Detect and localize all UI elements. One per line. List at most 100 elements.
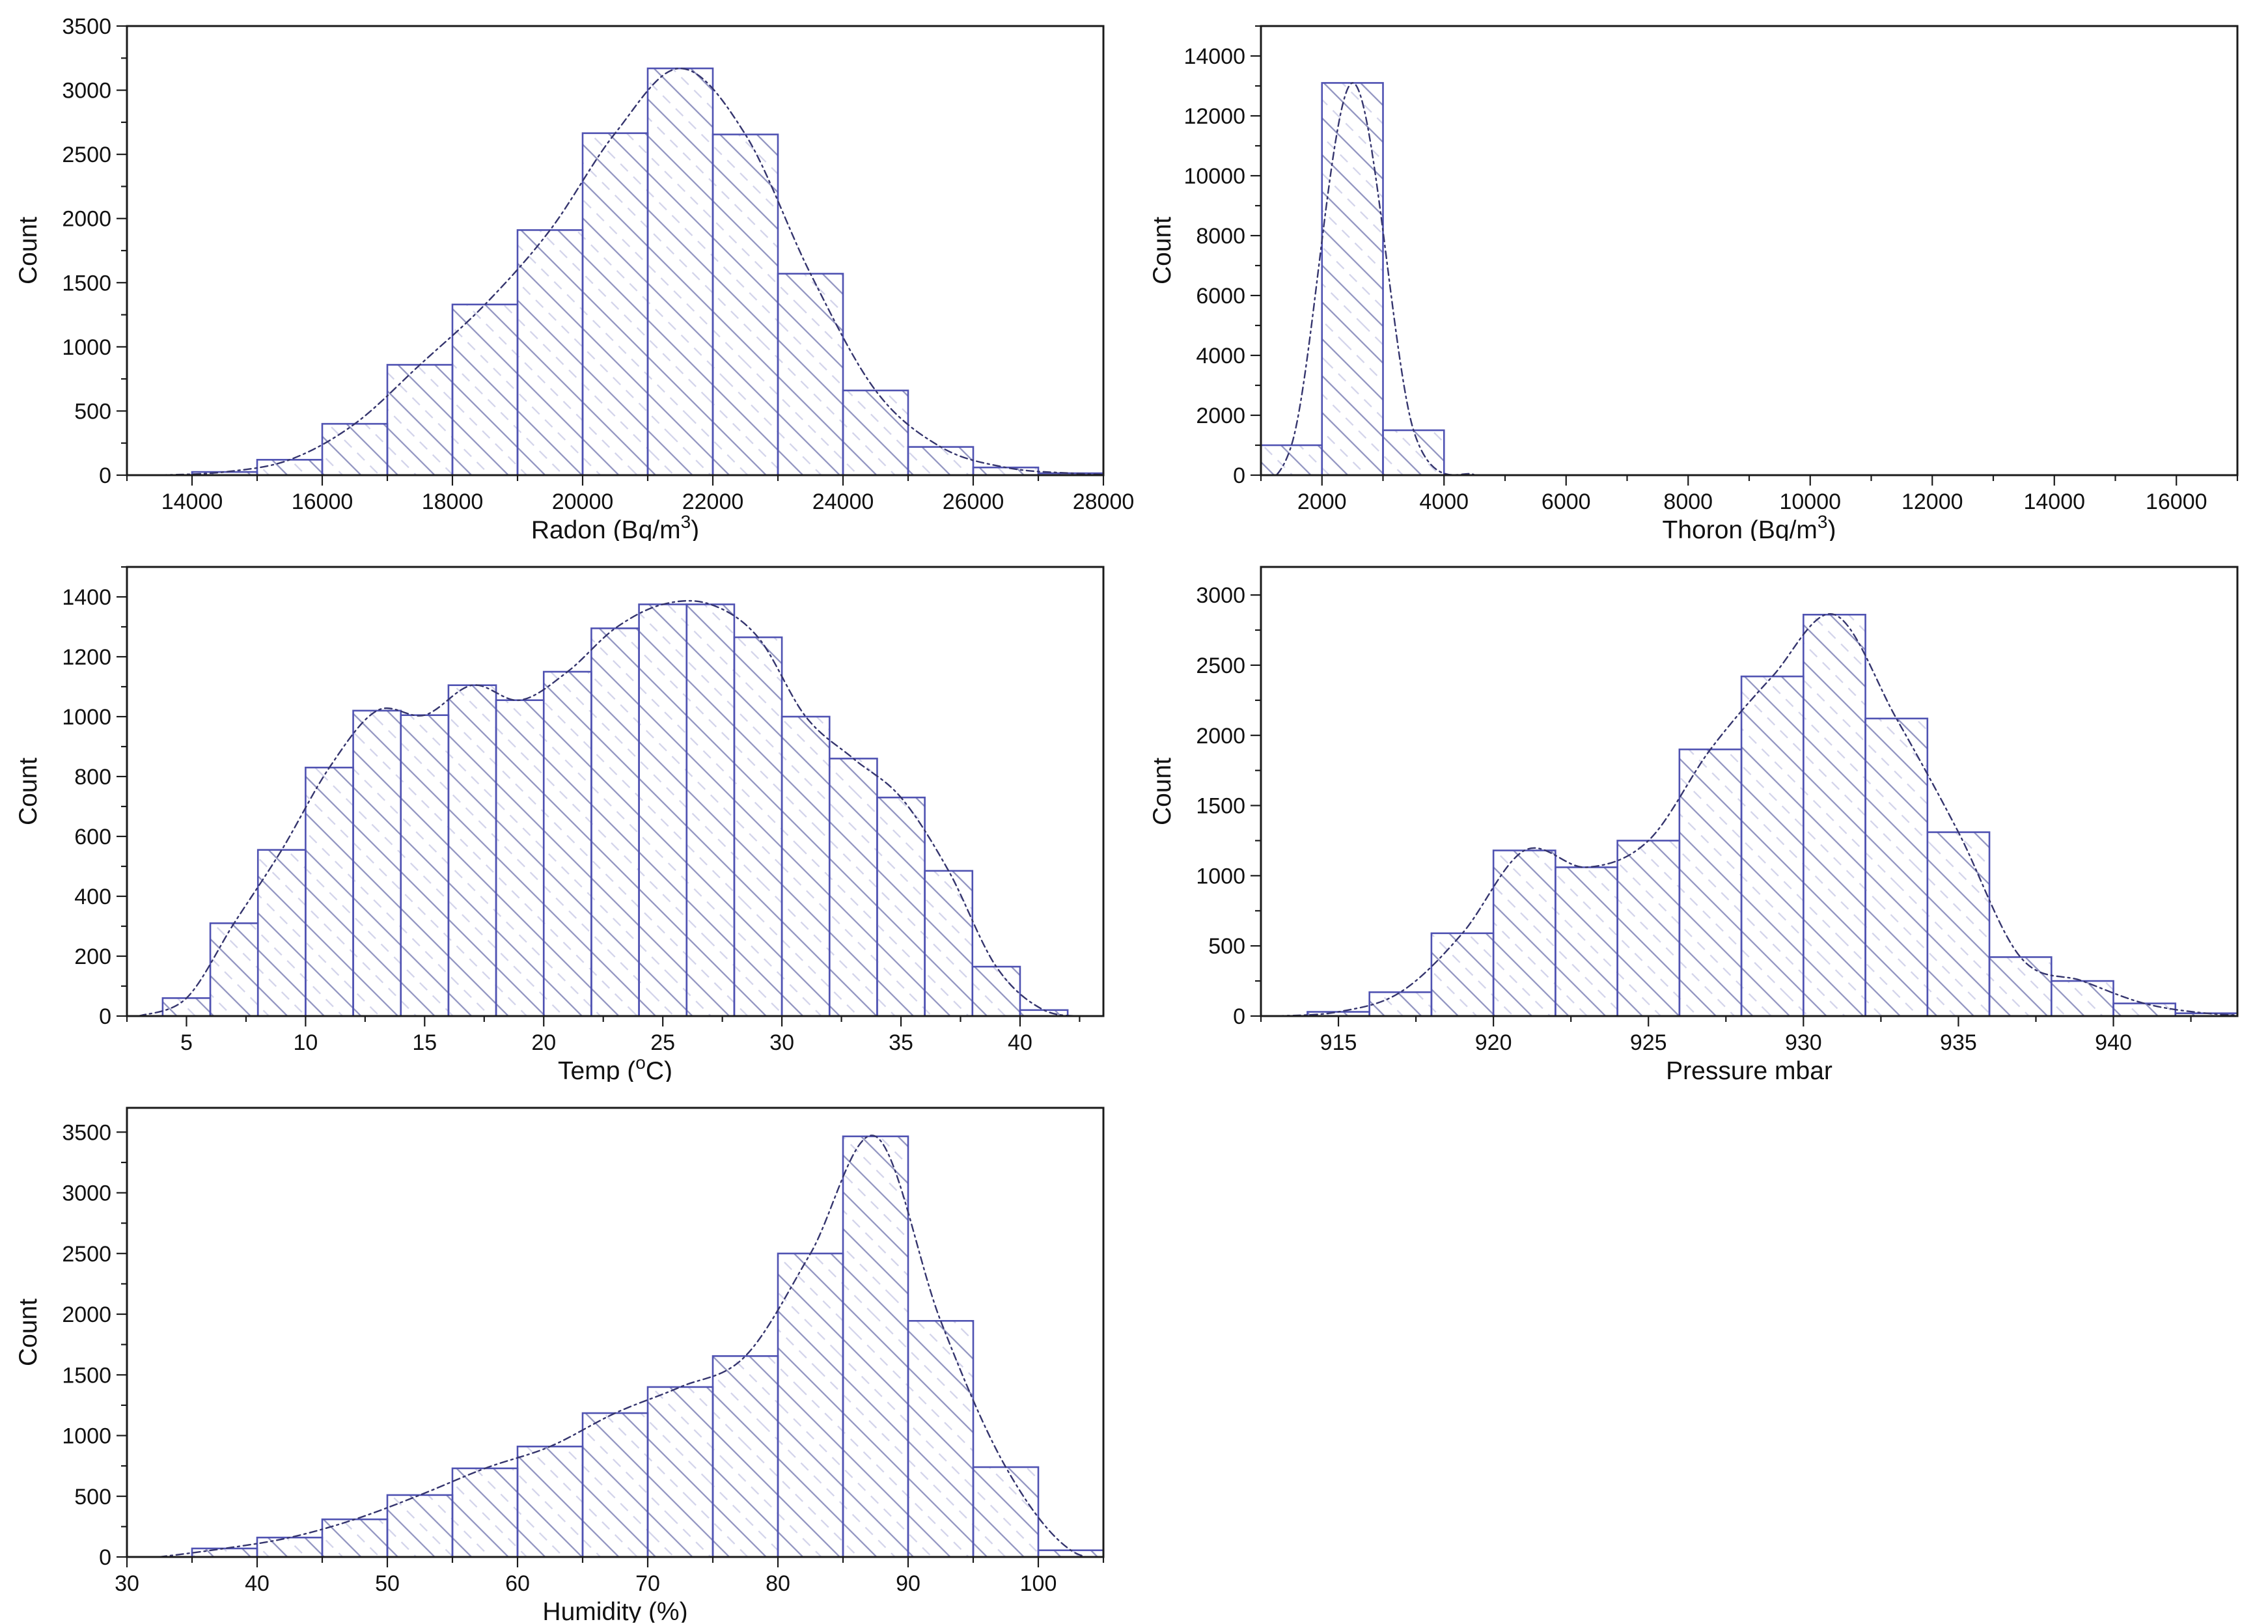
y-tick-label: 1500 — [62, 271, 111, 296]
y-tick-label: 1200 — [62, 645, 111, 670]
x-axis-label: Pressure mbar — [1666, 1057, 1832, 1082]
distribution-fit-curve — [1275, 613, 2237, 1016]
x-tick-label: 10 — [293, 1030, 318, 1055]
x-tick-label: 15 — [412, 1030, 437, 1055]
histogram-bar — [876, 796, 926, 1016]
x-tick-label: 14000 — [161, 489, 223, 514]
y-tick-label: 2500 — [1196, 654, 1245, 678]
y-tick-label: 1000 — [62, 335, 111, 360]
histogram-bar — [842, 389, 909, 475]
x-tick-label: 26000 — [943, 489, 1004, 514]
pressure-histogram-chart: 915 920 925 930 935 940 0 500 1000 1500 2000 2500 30… — [1148, 566, 2239, 1082]
histogram-bar — [971, 965, 1021, 1016]
y-tick-label: 2000 — [1196, 724, 1245, 749]
distribution-fit-curve — [1275, 82, 1476, 475]
x-tick-label: 8000 — [1663, 489, 1713, 514]
y-tick-label: 2000 — [62, 207, 111, 232]
thoron-histogram-chart: 2000 4000 6000 8000 10000 12000 14000 16000 0 200… — [1148, 25, 2239, 541]
histogram-bar — [842, 1135, 909, 1557]
histogram-bar — [516, 229, 584, 475]
histogram-bar — [1321, 82, 1384, 475]
x-tick-label: 5 — [180, 1030, 193, 1055]
histogram-bar — [581, 1412, 649, 1557]
x-tick-label: 16000 — [292, 489, 353, 514]
y-axis-label: Count — [1148, 217, 1176, 284]
y-tick-label: 2500 — [62, 143, 111, 167]
histogram-bar — [256, 1536, 324, 1557]
x-tick-label: 40 — [245, 1571, 270, 1596]
histogram-bar — [924, 870, 974, 1016]
y-tick-label: 0 — [99, 1545, 111, 1570]
y-tick-label: 12000 — [1183, 104, 1245, 129]
x-tick-label: 30 — [769, 1030, 794, 1055]
histogram-bar — [777, 1252, 844, 1557]
x-tick-label: 930 — [1785, 1030, 1822, 1055]
x-tick-label: 40 — [1008, 1030, 1032, 1055]
axis-ticks — [117, 1131, 1105, 1567]
histogram-bar — [907, 446, 975, 475]
x-tick-label: 30 — [115, 1571, 139, 1596]
x-tick-label: 16000 — [2146, 489, 2207, 514]
y-tick-label: 1000 — [1196, 864, 1245, 888]
y-tick-label: 600 — [74, 825, 111, 849]
y-tick-label: 500 — [74, 399, 111, 424]
thoron-histogram: 2000 4000 6000 8000 10000 12000 14000 16000 0 200… — [1134, 0, 2268, 541]
y-tick-label: 2000 — [1196, 404, 1245, 428]
histogram-bar — [638, 603, 688, 1016]
histogram-bar — [2050, 980, 2114, 1016]
x-tick-label: 25 — [650, 1030, 675, 1055]
histogram-bar — [321, 422, 389, 475]
histogram-bar — [1678, 749, 1743, 1016]
x-axis-label: Humidity (%) — [542, 1598, 687, 1623]
x-axis-label: Radon (Bq/m3) — [531, 512, 699, 541]
x-tick-label: 80 — [766, 1571, 790, 1596]
x-tick-label: 14000 — [2023, 489, 2085, 514]
empty-panel — [1134, 1082, 2268, 1624]
y-tick-label: 2500 — [62, 1242, 111, 1267]
histogram-bar — [1616, 840, 1681, 1016]
histogram-bar — [191, 1547, 258, 1557]
histogram-bar — [1492, 849, 1556, 1016]
histogram-bar — [209, 922, 259, 1016]
y-tick-label: 6000 — [1196, 284, 1245, 309]
y-tick-label: 400 — [74, 885, 111, 909]
y-tick-label: 1500 — [62, 1363, 111, 1388]
histogram-bar — [828, 758, 878, 1016]
y-tick-label: 2000 — [62, 1302, 111, 1327]
distribution-fit-curve — [138, 599, 1092, 1016]
x-axis-label: Temp (oC) — [558, 1053, 672, 1082]
y-tick-label: 3500 — [62, 14, 111, 39]
y-axis-label: Count — [14, 217, 42, 284]
histogram-bar — [1261, 444, 1323, 475]
humidity-histogram-chart: 30 40 50 60 70 80 90 10005001000150020002500300… — [14, 1107, 1105, 1623]
histogram-bar — [256, 459, 324, 475]
histogram-bar — [733, 636, 783, 1016]
histogram-bar — [781, 715, 831, 1016]
x-tick-label: 28000 — [1073, 489, 1134, 514]
histogram-bar — [685, 603, 736, 1016]
x-tick-label: 10000 — [1779, 489, 1841, 514]
y-tick-label: 3500 — [62, 1120, 111, 1145]
y-axis-label: Count — [1148, 758, 1176, 825]
plot-area — [158, 67, 1103, 475]
x-tick-label: 920 — [1475, 1030, 1512, 1055]
radon-histogram: 14000 16000 18000 20000 22000 24000 26000 28000… — [0, 0, 1134, 541]
y-tick-label: 1500 — [1196, 794, 1245, 819]
x-tick-label: 22000 — [682, 489, 744, 514]
histogram-bar — [712, 1355, 779, 1557]
histogram-bar — [305, 766, 354, 1016]
y-tick-label: 0 — [99, 463, 111, 488]
radon-histogram-chart: 14000 16000 18000 20000 22000 24000 26000 28000… — [14, 14, 1134, 541]
histogram-bar — [1803, 614, 1866, 1016]
y-tick-label: 0 — [99, 1004, 111, 1029]
histogram-bar — [386, 1494, 454, 1557]
tick-labels: 2000 4000 6000 8000 10000 12000 14000 16000 0 200… — [1183, 44, 2207, 514]
pressure-histogram: 915 920 925 930 935 940 0 500 1000 1500 2000 2500 30… — [1134, 541, 2268, 1082]
histogram-bar — [447, 684, 497, 1016]
temperature-histogram-chart: 5 10 15 20 25 30 35 400200400600800100012001400… — [14, 566, 1105, 1082]
x-tick-label: 20 — [531, 1030, 556, 1055]
x-tick-label: 35 — [889, 1030, 913, 1055]
y-tick-label: 14000 — [1183, 44, 1245, 69]
histogram-bar — [581, 132, 649, 475]
